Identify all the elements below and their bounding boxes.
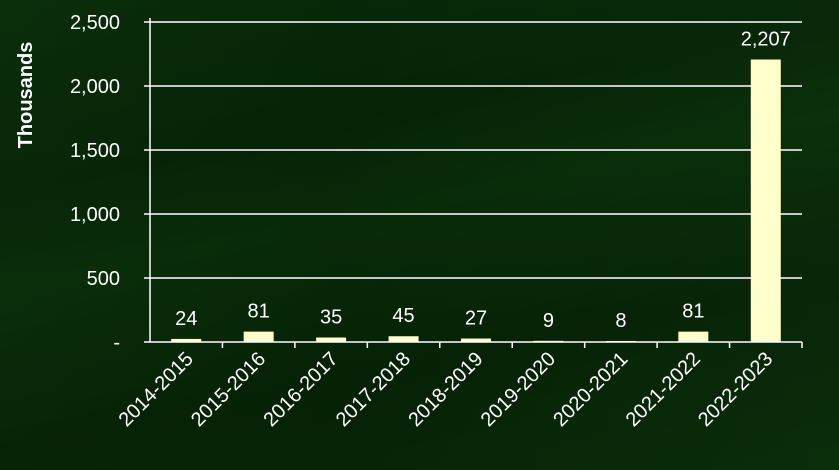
y-tick-label: 2,500: [70, 12, 120, 34]
y-tick-label: -: [113, 332, 120, 354]
x-tick-label: 2016-2017: [259, 348, 342, 431]
x-tick-label: 2015-2016: [187, 348, 270, 431]
gridlines: [150, 21, 802, 279]
bar: [461, 338, 491, 342]
bar: [316, 337, 347, 342]
bar: [243, 331, 274, 342]
bar: [388, 336, 419, 342]
x-tick-label: 2021-2022: [622, 348, 705, 431]
x-tick-label: 2014-2015: [115, 348, 198, 431]
data-label: 2,207: [741, 29, 791, 51]
axes: [144, 18, 803, 348]
data-label: 24: [175, 308, 197, 330]
bars: [171, 59, 781, 343]
x-tick-label: 2020-2021: [549, 348, 632, 431]
y-tick-label: 2,000: [70, 76, 120, 98]
bar: [678, 331, 709, 342]
x-tick-label: 2022-2023: [694, 348, 777, 431]
x-tick-labels: 2014-20152015-20162016-20172017-20182018…: [115, 348, 778, 431]
bar: [171, 338, 202, 342]
data-label: 9: [543, 310, 554, 332]
data-label: 35: [320, 307, 342, 329]
data-label: 8: [615, 310, 626, 332]
data-labels: 24 81 35 45 27 9 8 81 2,207: [175, 29, 791, 332]
y-tick-label: 1,000: [70, 204, 120, 226]
bar: [750, 59, 781, 343]
y-axis-label: Thousands: [15, 42, 37, 149]
y-tick-label: 500: [87, 268, 120, 290]
x-tick-label: 2019-2020: [477, 348, 560, 431]
data-label: 81: [248, 301, 270, 323]
data-label: 81: [682, 301, 704, 323]
x-tick-label: 2018-2019: [404, 348, 487, 431]
y-tick-labels: - 500 1,000 1,500 2,000 2,500: [70, 12, 120, 354]
data-label: 45: [392, 305, 414, 327]
y-tick-label: 1,500: [70, 140, 120, 162]
data-label: 27: [465, 308, 487, 330]
x-tick-label: 2017-2018: [332, 348, 415, 431]
